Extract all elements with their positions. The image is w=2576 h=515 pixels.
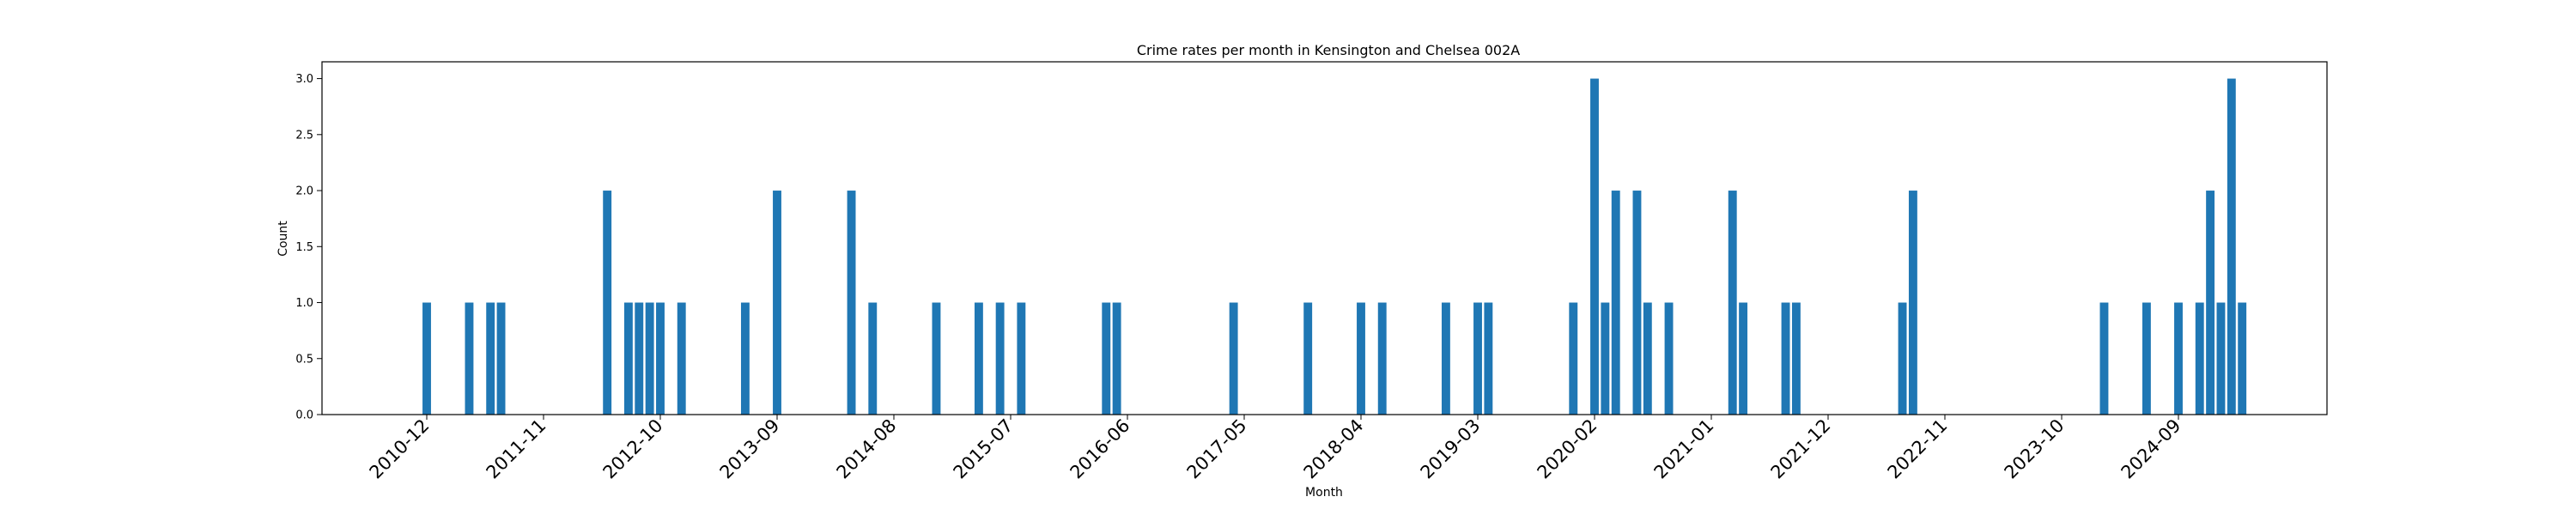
bar-2012-08: [635, 302, 644, 415]
bar-2024-12: [2206, 191, 2215, 415]
bar-2019-04: [1484, 302, 1493, 415]
bar-2025-02: [2227, 78, 2236, 415]
bar-2014-06: [868, 302, 878, 415]
bar-2011-06: [486, 302, 495, 415]
x-tick-label: 2013-09: [716, 415, 784, 483]
x-tick-label: 2023-10: [2001, 415, 2069, 483]
y-tick-label: 2.5: [295, 129, 313, 142]
bar-2021-03: [1728, 191, 1737, 415]
x-tick-label: 2021-12: [1767, 415, 1835, 483]
bar-2016-04: [1102, 302, 1111, 415]
bars-group: [422, 78, 2247, 415]
bar-2019-00: [1441, 302, 1450, 415]
x-tick-label: 2015-07: [950, 415, 1018, 483]
bar-2022-07: [1898, 302, 1907, 415]
bar-2010-12: [422, 302, 431, 415]
y-tick-label: 3.0: [295, 73, 313, 86]
bar-2020-07: [1643, 302, 1652, 415]
y-tick-label: 1.0: [295, 297, 313, 310]
x-tick-label: 2016-06: [1066, 415, 1134, 483]
x-tick-label: 2022-11: [1884, 415, 1952, 483]
bar-2024-02: [2099, 302, 2109, 415]
bar-2013-09: [773, 191, 781, 415]
bar-2020-06: [1632, 191, 1642, 415]
bar-2015-04: [974, 302, 983, 415]
x-axis-label: Month: [1305, 486, 1343, 500]
bar-2011-04: [465, 302, 474, 415]
bar-2020-09: [1664, 302, 1674, 415]
bar-2014-04: [847, 191, 856, 415]
bar-2012-09: [645, 302, 654, 415]
x-tick-label: 2024-09: [2117, 415, 2185, 483]
bar-2016-05: [1112, 302, 1121, 415]
bar-2025-01: [2216, 302, 2226, 415]
bar-2015-00: [932, 302, 941, 415]
bar-2015-06: [995, 302, 1005, 415]
bar-2012-12: [677, 302, 686, 415]
y-axis: 0.0 0.5 1.0 1.5 2.0 2.5 3.0: [295, 73, 322, 422]
bar-2012-07: [623, 302, 633, 415]
x-tick-label: 2012-10: [599, 415, 667, 483]
bar-2022-08: [1908, 191, 1917, 415]
bar-2020-00: [1569, 302, 1578, 415]
bar-2013-06: [740, 302, 750, 415]
y-tick-label: 0.0: [295, 409, 313, 422]
x-tick-label: 2017-05: [1183, 415, 1251, 483]
x-tick-label: 2014-08: [833, 415, 901, 483]
chart-title: Crime rates per month in Kensington and …: [1137, 42, 1520, 58]
y-tick-label: 0.5: [295, 353, 313, 366]
bar-2024-11: [2195, 302, 2204, 415]
bar-2015-08: [1017, 302, 1026, 415]
bar-2024-09: [2174, 302, 2183, 415]
bar-2025-03: [2238, 302, 2247, 415]
bar-2012-05: [603, 191, 612, 415]
bar-2017-04: [1229, 302, 1238, 415]
bar-2018-06: [1377, 302, 1387, 415]
x-tick-label: 2020-02: [1534, 415, 1601, 483]
y-axis-label: Count: [276, 221, 290, 257]
bar-2024-06: [2142, 302, 2151, 415]
x-tick-label: 2010-12: [366, 415, 434, 483]
x-tick-label: 2021-01: [1650, 415, 1718, 483]
x-tick-label: 2019-03: [1417, 415, 1485, 483]
bar-2011-07: [496, 302, 506, 415]
y-tick-label: 1.5: [295, 241, 313, 254]
bar-2018-04: [1357, 302, 1365, 415]
bar-2017-11: [1303, 302, 1313, 415]
bar-2021-04: [1739, 302, 1748, 415]
bar-2021-09: [1791, 302, 1801, 415]
plot-frame: [321, 61, 2328, 415]
x-tick-label: 2011-11: [483, 415, 550, 483]
x-tick-label: 2018-04: [1300, 415, 1368, 483]
bar-2020-03: [1601, 302, 1610, 415]
x-axis: 2010-12 2011-11 2012-10 2013-09 2014-08 2015-…: [366, 415, 2185, 483]
bar-2021-08: [1781, 302, 1790, 415]
y-tick-label: 2.0: [295, 185, 313, 198]
bar-2020-02: [1590, 78, 1599, 415]
bar-2020-04: [1611, 191, 1620, 415]
bar-2012-10: [656, 302, 665, 415]
bar-2019-03: [1473, 302, 1482, 415]
